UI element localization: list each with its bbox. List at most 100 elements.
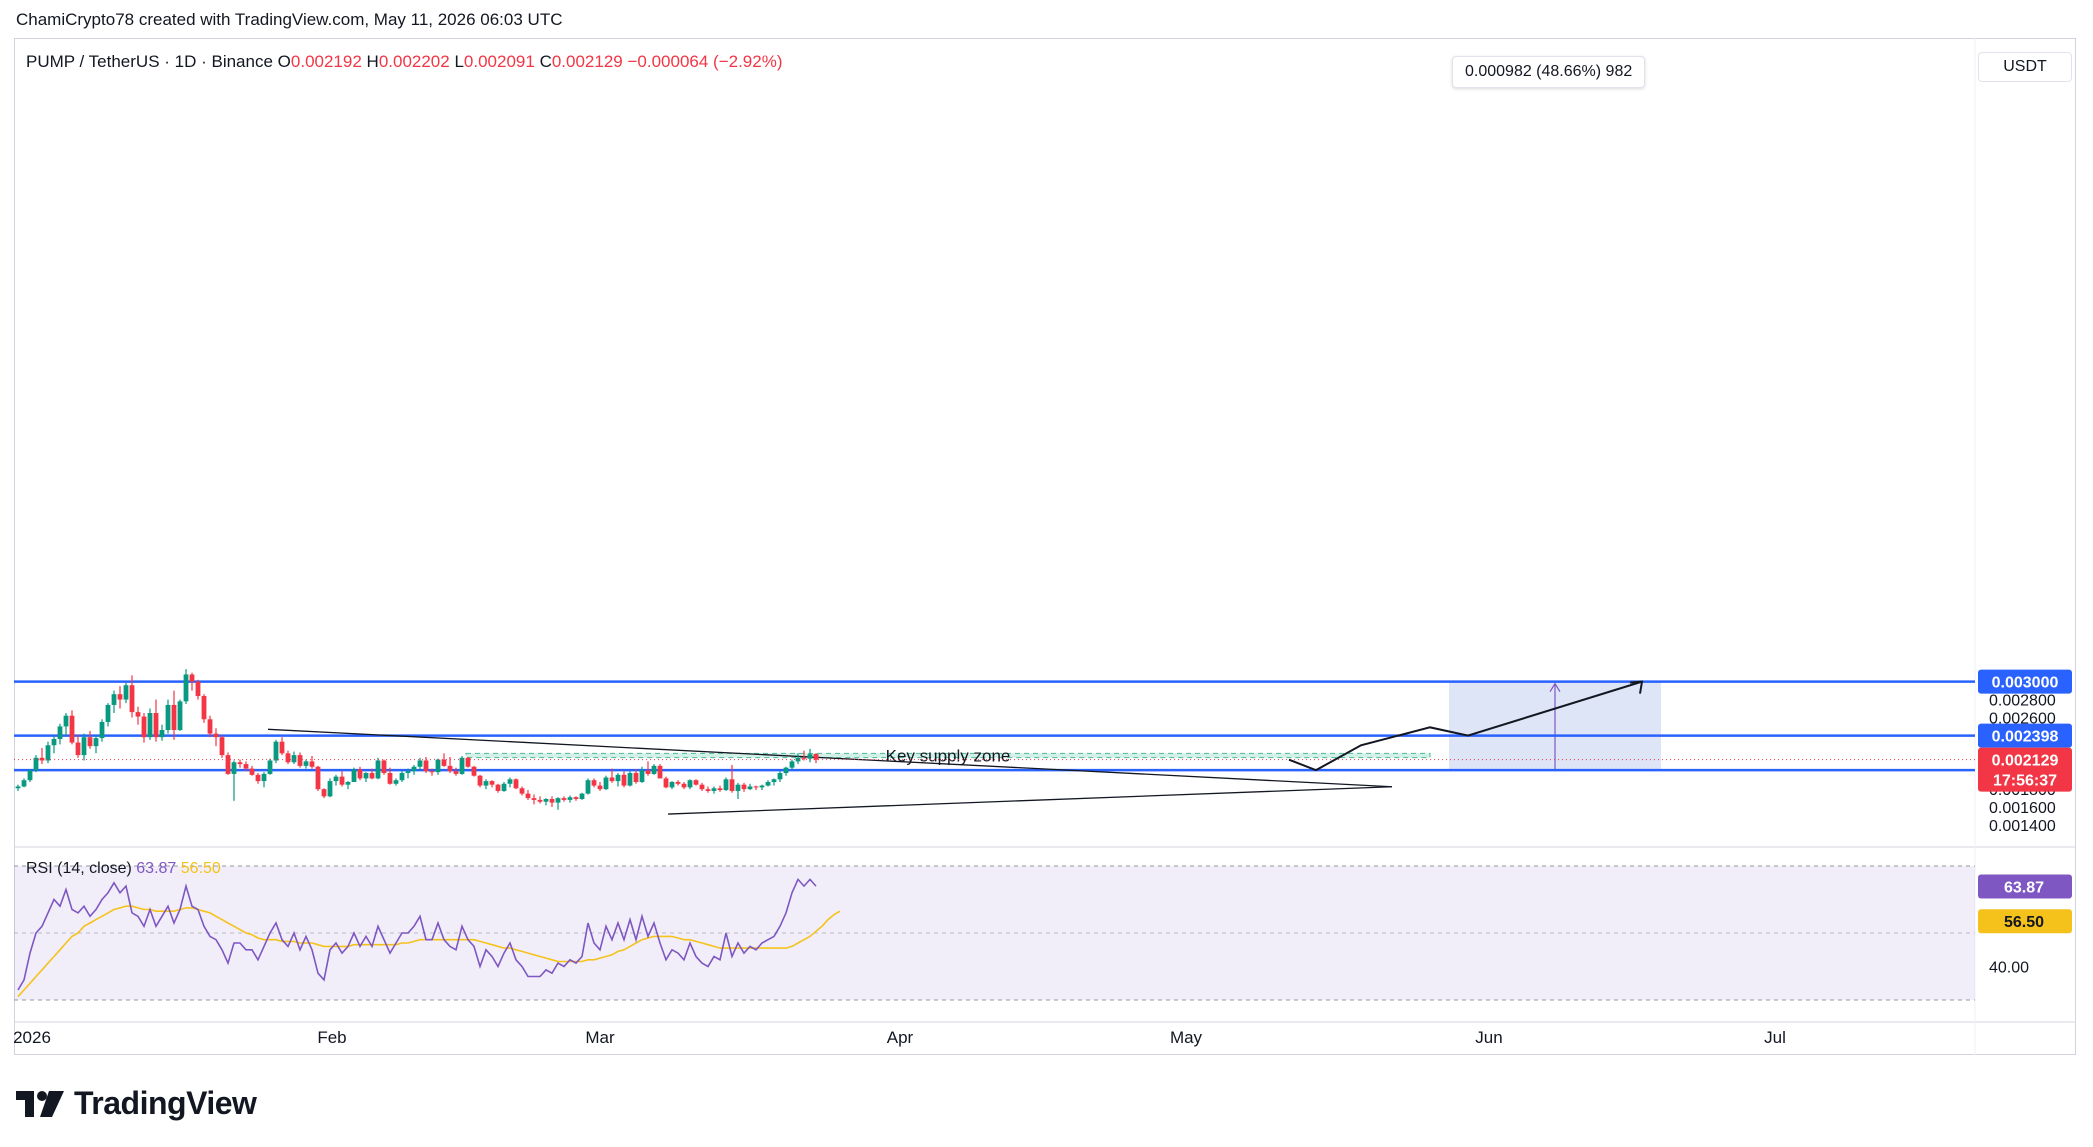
candle-body bbox=[591, 780, 597, 786]
candle-body bbox=[555, 798, 561, 803]
candle-body bbox=[663, 778, 669, 788]
candle-body bbox=[63, 715, 69, 727]
candle-22 bbox=[147, 708, 153, 740]
candle-127 bbox=[777, 771, 783, 782]
candle-97 bbox=[597, 781, 603, 791]
candle-body bbox=[93, 738, 99, 747]
candle-body bbox=[531, 798, 537, 800]
candle-body bbox=[537, 799, 543, 802]
candle-30 bbox=[195, 679, 201, 700]
candle-115 bbox=[705, 786, 711, 793]
candle-body bbox=[513, 779, 519, 789]
candle-49 bbox=[309, 756, 315, 769]
candle-9 bbox=[69, 710, 75, 745]
projection-arrow-head bbox=[1629, 680, 1644, 694]
candle-body bbox=[429, 771, 435, 773]
candle-64 bbox=[399, 771, 405, 782]
candle-body bbox=[651, 765, 657, 774]
candle-body bbox=[279, 741, 285, 754]
candle-73 bbox=[453, 767, 459, 776]
candle-106 bbox=[651, 764, 657, 775]
candle-body bbox=[249, 768, 255, 775]
candle-4 bbox=[39, 747, 45, 765]
candle-54 bbox=[339, 771, 345, 787]
candle-71 bbox=[441, 753, 447, 767]
candle-body bbox=[675, 781, 681, 784]
candle-body bbox=[717, 788, 723, 791]
candle-70 bbox=[435, 758, 441, 775]
candle-body bbox=[201, 695, 207, 720]
low-label: L bbox=[454, 52, 464, 71]
candle-body bbox=[45, 745, 51, 761]
candle-body bbox=[711, 788, 717, 791]
candle-83 bbox=[513, 778, 519, 790]
ascending-trendline bbox=[667, 786, 1393, 815]
candle-56 bbox=[351, 767, 357, 782]
currency-button[interactable]: USDT bbox=[1978, 52, 2072, 82]
candle-86 bbox=[531, 794, 537, 805]
candle-body bbox=[87, 737, 93, 747]
candle-body bbox=[369, 773, 375, 779]
candle-75 bbox=[465, 756, 471, 768]
candle-body bbox=[195, 681, 201, 696]
candle-body bbox=[435, 759, 441, 773]
candle-body bbox=[741, 784, 747, 790]
candle-body bbox=[141, 716, 147, 738]
candle-87 bbox=[537, 796, 543, 804]
measure-label: 0.000982 (48.66%) 982 bbox=[1452, 56, 1646, 88]
candle-6 bbox=[51, 735, 57, 754]
change-value: −0.000064 (−2.92%) bbox=[627, 52, 783, 71]
candle-63 bbox=[393, 778, 399, 786]
tradingview-logo[interactable]: TradingView bbox=[16, 1085, 257, 1122]
candle-body bbox=[297, 755, 303, 766]
candle-51 bbox=[321, 788, 327, 799]
candle-body bbox=[441, 759, 447, 766]
candle-96 bbox=[591, 778, 597, 788]
candle-body bbox=[735, 784, 741, 791]
candle-40 bbox=[255, 773, 261, 784]
candle-body bbox=[159, 730, 165, 738]
level-label-0-0: 0.003000 bbox=[1992, 675, 2059, 692]
candle-19 bbox=[129, 675, 135, 718]
candle-0 bbox=[15, 784, 21, 791]
rsi-ma-tag: 56.50 bbox=[2004, 914, 2044, 931]
candle-111 bbox=[681, 781, 687, 790]
candle-124 bbox=[759, 784, 765, 791]
candle-15 bbox=[105, 703, 111, 727]
x-tick-label-6: Jul bbox=[1764, 1028, 1786, 1047]
candle-52 bbox=[327, 778, 333, 798]
candle-132 bbox=[807, 748, 813, 763]
candle-body bbox=[117, 694, 123, 700]
candle-78 bbox=[483, 779, 489, 790]
candle-123 bbox=[753, 785, 759, 791]
candle-34 bbox=[219, 735, 225, 758]
candle-23 bbox=[153, 699, 159, 742]
candle-body bbox=[483, 781, 489, 786]
candle-92 bbox=[567, 795, 573, 803]
candle-body bbox=[375, 760, 381, 779]
candle-102 bbox=[627, 771, 633, 787]
symbol-info-bar[interactable]: PUMP / TetherUS · 1D · Binance O0.002192… bbox=[26, 52, 783, 72]
candle-85 bbox=[525, 790, 531, 800]
rsi-title-bar[interactable]: RSI (14, close) 63.87 56.50 bbox=[26, 860, 221, 878]
symbol-pair[interactable]: PUMP / TetherUS · 1D · Binance bbox=[26, 52, 273, 71]
candle-body bbox=[303, 761, 309, 766]
candle-body bbox=[189, 674, 195, 682]
candle-36 bbox=[231, 760, 237, 801]
candle-body bbox=[471, 766, 477, 776]
candle-body bbox=[177, 701, 183, 731]
target-measure-arrow bbox=[1549, 682, 1561, 692]
candle-38 bbox=[243, 761, 249, 772]
candle-body bbox=[813, 754, 819, 760]
candle-body bbox=[321, 789, 327, 797]
candle-body bbox=[693, 780, 699, 785]
candle-76 bbox=[471, 765, 477, 777]
candle-body bbox=[345, 781, 351, 785]
level-label-1-0: 0.002398 bbox=[1992, 729, 2059, 746]
candle-body bbox=[807, 754, 813, 759]
candle-103 bbox=[633, 769, 639, 784]
candle-88 bbox=[543, 798, 549, 806]
rsi-title: RSI (14, close) bbox=[26, 860, 132, 877]
candle-body bbox=[567, 797, 573, 800]
